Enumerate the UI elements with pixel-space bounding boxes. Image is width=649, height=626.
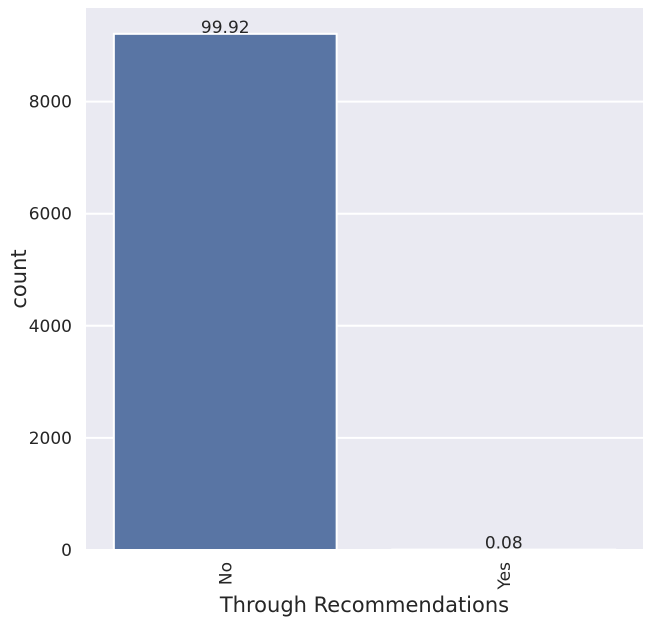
data-label: 99.92: [201, 18, 250, 38]
x-tick-label: No: [216, 562, 236, 585]
x-tick-label: Yes: [495, 562, 515, 591]
y-tick-label: 0: [61, 541, 72, 561]
y-tick-label: 6000: [29, 205, 72, 225]
y-tick-labels: 0 2000 4000 6000 8000: [29, 93, 72, 561]
y-tick-label: 4000: [29, 317, 72, 337]
y-tick-label: 2000: [29, 429, 72, 449]
bar-no: [114, 34, 337, 550]
y-axis-title: count: [7, 249, 31, 308]
y-tick-label: 8000: [29, 93, 72, 113]
data-label: 0.08: [485, 534, 523, 554]
x-axis-title: Through Recommendations: [219, 593, 509, 617]
x-tick-labels: No Yes: [216, 562, 515, 591]
